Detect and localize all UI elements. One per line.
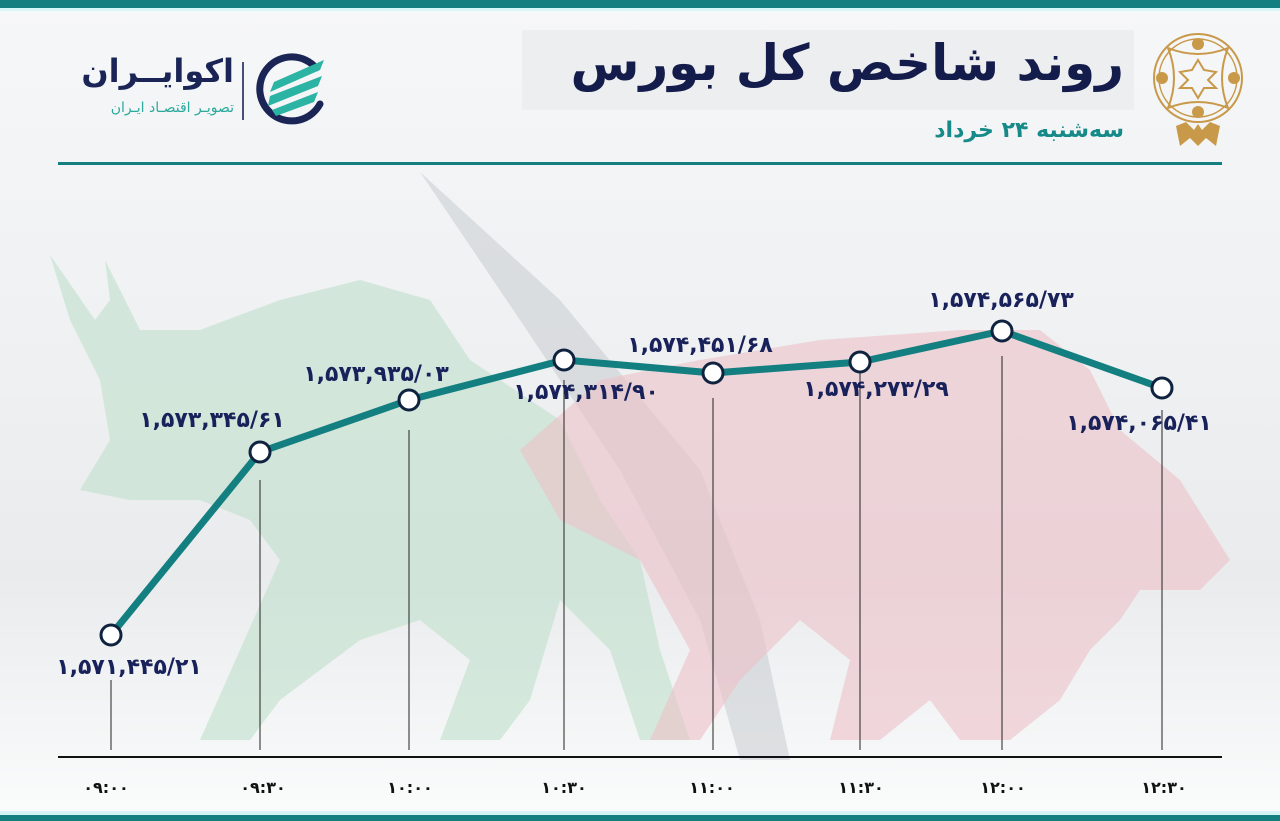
x-tick-0930: ۰۹:۳۰ bbox=[240, 778, 286, 797]
brand-name: اکوایــران bbox=[81, 52, 234, 90]
index-series-line bbox=[108, 327, 1164, 638]
tehran-stock-exchange-emblem-icon bbox=[1153, 33, 1243, 146]
data-label-0900: ۱,۵۷۱,۴۴۵/۲۱ bbox=[56, 655, 202, 680]
header-divider bbox=[58, 162, 1222, 165]
x-tick-1030: ۱۰:۳۰ bbox=[541, 778, 587, 797]
brand-tagline: تصویـر اقتصـاد ایـران bbox=[110, 100, 234, 116]
data-point-marker bbox=[1150, 376, 1174, 400]
data-label-0930: ۱,۵۷۳,۳۴۵/۶۱ bbox=[139, 408, 285, 433]
page-title: روند شاخص کل بورس bbox=[570, 34, 1124, 92]
x-tick-1100: ۱۱:۰۰ bbox=[689, 778, 735, 797]
data-point-marker bbox=[248, 440, 272, 464]
top-accent-bar bbox=[0, 0, 1280, 11]
drop-lines bbox=[110, 356, 1163, 750]
data-label-1230: ۱,۵۷۴,۰۶۵/۴۱ bbox=[1066, 411, 1212, 436]
bottom-accent-bar bbox=[0, 811, 1280, 821]
x-tick-1230: ۱۲:۳۰ bbox=[1141, 778, 1187, 797]
data-label-1200: ۱,۵۷۴,۵۶۵/۷۳ bbox=[928, 288, 1074, 313]
bull-silhouette bbox=[50, 255, 690, 740]
ecoiran-brand: اکوایــران تصویـر اقتصـاد ایـران bbox=[60, 48, 340, 128]
data-label-1130: ۱,۵۷۴,۲۷۳/۲۹ bbox=[803, 377, 949, 402]
ecoiran-logo-icon bbox=[256, 53, 324, 125]
brand-divider bbox=[242, 62, 244, 120]
data-point-marker bbox=[397, 388, 421, 412]
bear-silhouette bbox=[520, 330, 1230, 740]
data-label-1030: ۱,۵۷۴,۳۱۴/۹۰ bbox=[513, 380, 659, 405]
data-point-marker bbox=[848, 350, 872, 374]
date-subtitle: سه‌شنبه ۲۴ خرداد bbox=[934, 118, 1124, 143]
title-background bbox=[522, 30, 1134, 110]
data-point-markers bbox=[99, 319, 1174, 647]
x-tick-0900: ۰۹:۰۰ bbox=[83, 778, 129, 797]
data-point-marker bbox=[552, 348, 576, 372]
data-point-marker bbox=[701, 361, 725, 385]
data-label-1000: ۱,۵۷۳,۹۳۵/۰۳ bbox=[303, 362, 449, 387]
data-point-marker bbox=[99, 623, 123, 647]
x-tick-1200: ۱۲:۰۰ bbox=[980, 778, 1026, 797]
data-point-marker bbox=[990, 319, 1014, 343]
x-tick-1130: ۱۱:۳۰ bbox=[838, 778, 884, 797]
data-label-1100: ۱,۵۷۴,۴۵۱/۶۸ bbox=[627, 333, 773, 358]
x-tick-1000: ۱۰:۰۰ bbox=[387, 778, 433, 797]
